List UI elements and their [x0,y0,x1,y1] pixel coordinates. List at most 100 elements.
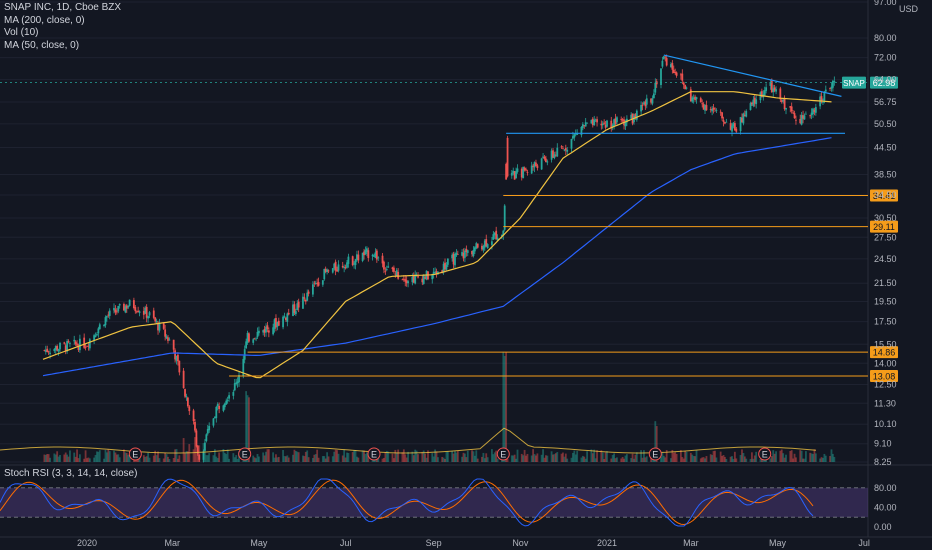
candle [645,94,648,109]
candle-body [476,243,479,248]
volume-bar [530,455,533,462]
candle [123,302,125,311]
volume-bar [97,451,100,462]
candle-body [411,276,414,283]
volume-bar [515,458,517,462]
candle [401,278,404,281]
candle-body [473,247,476,252]
volume-bar [800,450,803,462]
candle [317,277,320,287]
candle-body [164,329,167,337]
candle [515,167,517,179]
volume-bar [722,455,725,462]
ma200-line [42,137,832,377]
candle-body [321,280,324,285]
volume-bar [313,454,316,462]
candle-body [735,128,738,132]
volume-bar [123,449,125,462]
candle [313,280,316,287]
volume-bar [96,451,98,462]
candle [364,246,367,256]
earnings-marker-circle [128,447,142,461]
volume-bar [709,454,712,462]
candle-body [74,341,77,345]
candle [137,306,140,313]
candle [235,378,238,386]
volume-bar [451,451,454,462]
candle-body [371,254,374,257]
candle-body [711,108,714,112]
volume-bar [503,355,506,462]
volume-bar [258,456,260,462]
volume-bar [665,450,668,462]
candle [326,268,329,275]
volume-bar [495,450,498,462]
candle-body [104,317,107,326]
price-tick-label: 97.00 [874,0,897,7]
candle-body [69,342,71,344]
candle [829,87,831,92]
volume-bar [256,453,259,462]
candle [782,99,785,104]
candle [712,104,715,114]
volume-bar [412,455,415,462]
candle [93,333,96,345]
candle-body [832,80,834,88]
volume-bar [552,454,554,462]
candle [641,102,644,111]
volume-bar [822,457,824,462]
volume-bar [421,451,424,462]
volume-bar [471,450,473,462]
candle-body [354,259,357,266]
volume-bar [769,458,772,462]
time-tick-label: May [769,538,787,548]
candle-body [525,169,527,171]
candle-body [611,124,614,128]
legend-ma200: MA (200, close, 0) [4,14,85,26]
volume-bar [583,456,586,462]
candle [334,259,337,276]
candle-body [790,106,793,112]
candle [462,248,465,262]
candle-body [402,278,405,280]
candle-body [614,118,617,124]
candle-body [324,268,327,272]
candle [725,118,728,123]
volume-bar [321,456,324,462]
candle-body [792,112,795,114]
candle-body [128,299,131,306]
candle [104,315,107,328]
candle-body [679,74,682,76]
candle-body [719,111,722,113]
volume-bar [441,456,444,462]
earnings-marker: E [758,447,772,461]
candle [733,120,736,131]
candle-body [87,346,90,347]
volume-bar [476,458,479,462]
volume-bar [594,458,597,462]
candle [665,54,668,67]
candle [272,323,275,336]
candle-body [742,113,745,124]
price-tick-label: 50.50 [874,119,897,129]
volume-bar [252,455,255,462]
candle-body [515,171,517,179]
volume-bar [155,455,158,462]
candle [387,261,390,268]
symbol-badge-label: SNAP [843,79,865,88]
volume-bar [312,458,314,462]
candle [283,312,286,319]
candle [96,332,98,336]
candle [188,405,191,415]
candle [749,101,752,111]
volume-bar [535,455,537,462]
candle-body [672,69,675,73]
candle [44,345,47,355]
candle [303,293,306,302]
volume-bar [799,450,802,462]
volume-bar [277,456,280,462]
candle [654,78,657,95]
candle-body [604,124,607,128]
candle [232,389,235,400]
